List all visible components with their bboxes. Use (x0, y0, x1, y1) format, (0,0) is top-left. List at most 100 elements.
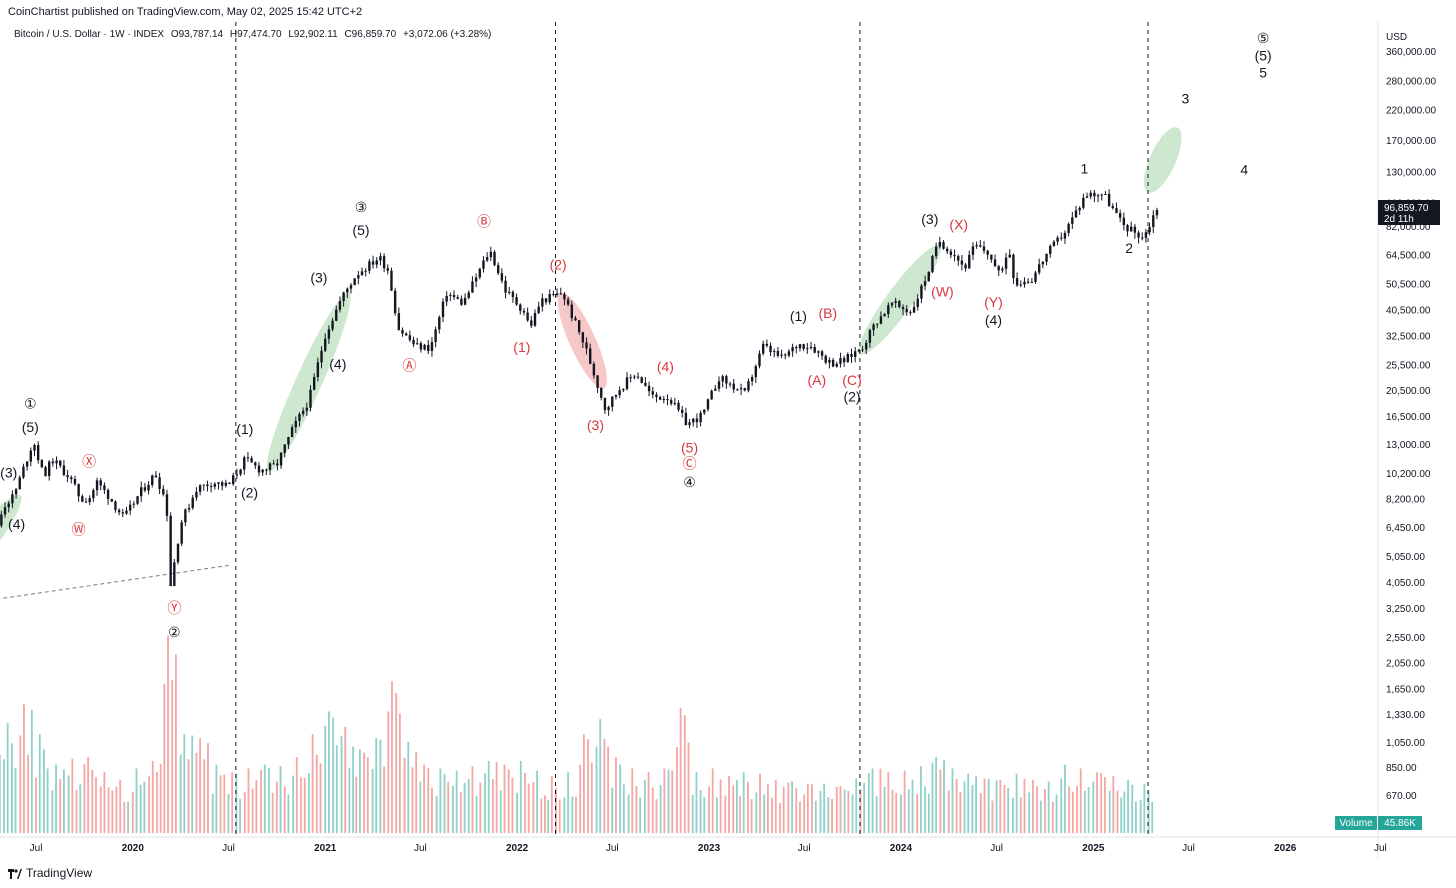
wave-label: 5 (1259, 64, 1267, 80)
volume-bar (1047, 781, 1050, 833)
time-tick: 2020 (122, 843, 145, 854)
candle-body (890, 302, 894, 306)
volume-bar (635, 785, 638, 833)
price-tick: 32,500.00 (1386, 332, 1431, 343)
candle-body (48, 461, 51, 477)
volume-bar (332, 717, 335, 833)
volume-bar (471, 766, 474, 833)
volume-bar (622, 784, 625, 833)
volume-bar (1147, 790, 1150, 833)
volume-badge-label: Volume (1339, 818, 1373, 829)
volume-bar (599, 719, 602, 833)
candle-body (813, 346, 816, 353)
candle-body (640, 377, 643, 383)
volume-bar (407, 741, 410, 833)
candle-body (276, 463, 279, 466)
candle-body (449, 294, 452, 296)
volume-bar (251, 788, 254, 833)
candle-body (121, 512, 125, 514)
volume-bar (1039, 800, 1042, 833)
volume-bar (987, 778, 990, 833)
candle-body (386, 268, 389, 271)
price-chart[interactable]: (1) (2) (3) (4) (5) ① Ⓦ Ⓧ Ⓨ ② (1) (2) (3) (4) (5) ③ Ⓐ Ⓑ (1… (0, 0, 1456, 862)
candle-body (1118, 213, 1122, 218)
wave-label: Ⓦ (72, 521, 86, 537)
volume-bar (223, 774, 226, 833)
volume-bar (819, 790, 822, 833)
volume-bar (963, 781, 966, 833)
candle-body (581, 332, 585, 343)
candle-body (151, 475, 154, 485)
candle-body (533, 312, 537, 326)
volume-bar (931, 762, 934, 833)
volume-bar (30, 709, 33, 833)
volume-bar (759, 773, 761, 833)
candle-body (585, 342, 588, 349)
volume-bar (459, 791, 462, 833)
volume-bar (235, 773, 238, 833)
volume-bar (403, 757, 406, 833)
volume-bar (344, 726, 347, 833)
candle-body (957, 256, 960, 261)
volume-bar (23, 703, 25, 833)
wave-label: (3) (310, 269, 327, 285)
volume-bar (927, 793, 930, 833)
volume-bar (555, 788, 557, 833)
candle-body (912, 306, 916, 313)
volume-bar (732, 785, 735, 833)
volume-bar (427, 768, 430, 833)
candle-body (331, 320, 334, 330)
volume-bar (243, 792, 246, 833)
volume-bar (14, 768, 17, 833)
candle-body (673, 402, 677, 404)
volume-bar (359, 749, 361, 833)
volume-bar (667, 769, 670, 833)
candle-body (427, 344, 430, 351)
volume-badge-value: 45.86K (1384, 818, 1416, 829)
volume-bar (143, 781, 146, 833)
volume-bar (774, 779, 777, 833)
volume-bar (1023, 778, 1026, 833)
candle-body (265, 469, 268, 471)
candle-body (883, 314, 886, 317)
candle-body (784, 354, 787, 356)
candle-body (968, 254, 971, 269)
candle-body (1063, 232, 1067, 239)
candle-body (346, 288, 349, 293)
volume-bar (843, 789, 846, 833)
tradingview-footer[interactable]: TradingView (8, 866, 92, 880)
volume-bar (283, 786, 286, 833)
candle-body (725, 376, 728, 384)
volume-bar (1051, 801, 1054, 833)
volume-bar (1079, 768, 1082, 833)
candle-body (1067, 223, 1070, 233)
candle-body (739, 388, 743, 390)
candle-body (1074, 210, 1078, 218)
candle-body (3, 507, 7, 515)
price-tick: 220,000.00 (1386, 105, 1436, 116)
candle-body (364, 270, 367, 272)
volume-bar (295, 757, 298, 833)
candle-body (287, 437, 290, 445)
candle-body (471, 281, 474, 293)
volume-bar (823, 783, 826, 833)
wave-label: (2) (241, 485, 258, 501)
volume-bar (91, 769, 94, 833)
candle-body (916, 298, 919, 307)
candle-body (1107, 193, 1111, 207)
candle-body (70, 477, 73, 479)
candle-body (1133, 226, 1137, 233)
volume-bar (207, 743, 209, 833)
volume-bar (123, 801, 126, 833)
volume-bar (479, 782, 482, 833)
volume-bar (375, 738, 378, 833)
trendline-group (0, 564, 229, 600)
wave-label: Ⓒ (683, 456, 697, 472)
ohlc-low: L92,902.11 (288, 29, 338, 40)
volume-bar (851, 794, 854, 833)
wave-label: ② (168, 624, 181, 640)
candle-body (695, 418, 699, 423)
candle-body (688, 422, 691, 426)
candle-body (246, 457, 250, 459)
volume-bar (127, 801, 129, 833)
